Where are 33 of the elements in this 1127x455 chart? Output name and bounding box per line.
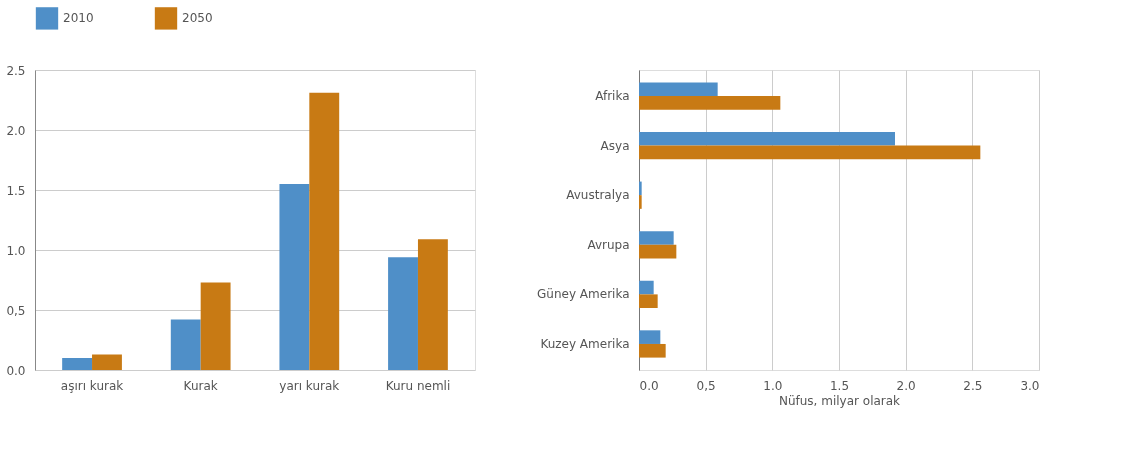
x-tick-label: Kurak — [183, 378, 218, 393]
y-tick-label: Kuzey Amerika — [540, 336, 630, 351]
bar — [62, 358, 93, 370]
x-tick-label: aşırı kurak — [60, 378, 124, 393]
bar — [279, 184, 310, 370]
bar — [309, 92, 340, 370]
y-tick-label: Afrika — [595, 89, 630, 104]
x-tick-label: 1.0 — [763, 378, 783, 393]
x-tick-label: 2.5 — [963, 378, 983, 393]
x-tick-label: 1.5 — [829, 378, 850, 393]
text: 1.5 — [6, 183, 26, 198]
bar — [200, 282, 231, 370]
text: 2.5 — [6, 63, 26, 78]
bar — [92, 354, 122, 370]
x-axis-title: Nüfus, milyar olarak — [778, 393, 901, 408]
bar — [388, 257, 418, 370]
text: 2.0 — [6, 123, 26, 138]
x-tick-label: yarı kurak — [279, 378, 340, 393]
x-tick-label: 0,5 — [696, 378, 716, 393]
x-tick-label: 0.0 — [639, 378, 659, 393]
text: 0.0 — [6, 363, 26, 378]
legend-label: 2010 — [63, 11, 94, 26]
text: 1.0 — [6, 243, 26, 258]
y-tick-label: Avustralya — [566, 188, 630, 203]
x-tick-label: Kuru nemli — [385, 378, 451, 393]
x-tick-label: 2.0 — [896, 378, 916, 393]
legend-label: 2050 — [182, 11, 213, 26]
bar — [170, 319, 201, 370]
y-tick-label: Güney Amerika — [537, 287, 630, 302]
x-tick-label: 3.0 — [1020, 378, 1040, 393]
y-tick-label: Avrupa — [587, 237, 630, 252]
bar — [417, 239, 448, 370]
y-tick-label: Asya — [600, 138, 630, 153]
